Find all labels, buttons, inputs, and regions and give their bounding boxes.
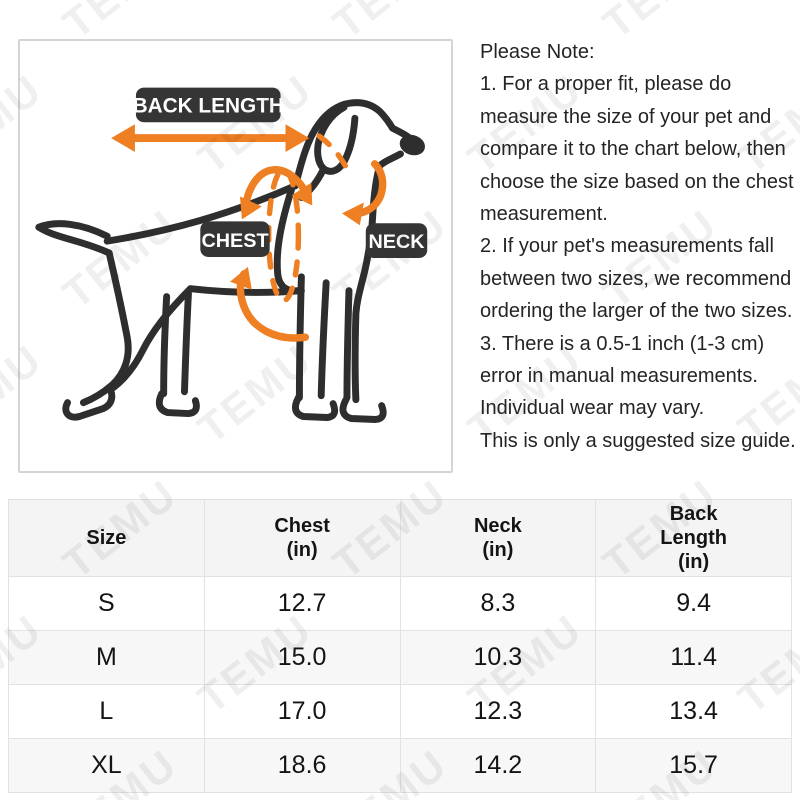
dog-head-top (291, 99, 412, 190)
note-line: ordering the larger of the two sizes. (480, 300, 793, 323)
cell-size: L (8, 684, 205, 739)
arrowhead-left-icon (111, 124, 135, 152)
note-line: error in manual measurements. (480, 365, 758, 388)
cell-back-length: 13.4 (595, 684, 792, 739)
chest-label: CHEST (201, 230, 268, 252)
cell-neck: 12.3 (399, 684, 597, 739)
cell-neck: 10.3 (399, 630, 597, 685)
note-title: Please Note: (480, 41, 595, 63)
note-line: Individual wear may vary. (480, 397, 705, 420)
arrowhead-chest-bottom-icon (230, 266, 252, 290)
measurement-diagram-panel: BACK LENGTH CHEST NECK (18, 39, 453, 473)
dog-front-paw (291, 394, 339, 421)
note-line: 1. For a proper fit, please do (480, 73, 732, 96)
arrowhead-neck-icon (342, 202, 364, 226)
arrowhead-chest-right-icon (291, 182, 313, 206)
cell-chest: 17.0 (203, 684, 401, 739)
column-header-chest: Chest (in) (203, 499, 401, 577)
column-header-back-length: Back Length (in) (595, 499, 792, 577)
table-row: L 17.0 12.3 13.4 (8, 684, 792, 739)
dog-nose (399, 134, 425, 156)
note-line: This is only a suggested size guide. (480, 429, 796, 452)
diagram-labels: BACK LENGTH CHEST NECK (133, 87, 428, 258)
neck-label: NECK (368, 231, 425, 253)
table-header-row: Size Chest (in) Neck (in) Back Length (i… (8, 499, 792, 577)
cell-back-length: 11.4 (595, 630, 792, 685)
column-header-size: Size (8, 499, 205, 577)
size-chart-table: Size Chest (in) Neck (in) Back Length (i… (8, 499, 792, 793)
dog-rear-paw-far (155, 390, 200, 418)
arrowhead-right-icon (285, 124, 310, 152)
note-line: 2. If your pet's measurements fall (480, 235, 774, 258)
note-line: 3. There is a 0.5-1 inch (1-3 cm) (480, 332, 765, 355)
cell-size: S (8, 576, 205, 631)
cell-back-length: 9.4 (595, 576, 792, 631)
dog-tail (35, 220, 113, 257)
back-length-label: BACK LENGTH (133, 94, 284, 117)
cell-neck: 8.3 (399, 576, 597, 631)
note-block: Please Note: 1. For a proper fit, please… (480, 36, 800, 457)
neck-label-bg (365, 223, 428, 258)
arrowhead-chest-left-icon (239, 196, 262, 220)
note-line: compare it to the chart below, then (480, 138, 786, 161)
cell-size: M (8, 630, 205, 685)
arrowheads (111, 124, 364, 290)
table-row: XL 18.6 14.2 15.7 (8, 738, 792, 793)
chest-arc-top (241, 166, 312, 216)
dog-rear-leg (109, 285, 194, 392)
note-line: choose the size based on the chest (480, 170, 794, 193)
dog-outline (35, 99, 412, 423)
dog-measurement-illustration: BACK LENGTH CHEST NECK (35, 87, 428, 423)
cell-back-length: 15.7 (595, 738, 792, 793)
dog-throat-chest (351, 150, 404, 404)
dog-rear-paw (62, 384, 116, 421)
table-row: S 12.7 8.3 9.4 (8, 576, 792, 631)
note-line: measure the size of your pet and (480, 105, 772, 128)
column-header-neck: Neck (in) (399, 499, 597, 577)
chest-label-bg (200, 221, 270, 257)
dog-back (103, 182, 299, 245)
dog-rear-leg (79, 249, 132, 407)
cell-neck: 14.2 (399, 738, 597, 793)
dog-rear-leg-far (181, 290, 192, 396)
dog-front-leg-far (343, 287, 353, 402)
table-row: M 15.0 10.3 11.4 (8, 630, 792, 685)
cell-size: XL (8, 738, 205, 793)
note-line: measurement. (480, 203, 608, 226)
neck-arc (355, 160, 387, 218)
dog-front-leg (317, 279, 330, 400)
note-line: between two sizes, we recommend (480, 267, 792, 290)
dog-front-paw-far (339, 396, 387, 423)
cell-chest: 15.0 (203, 630, 401, 685)
dog-rear-leg-far (160, 293, 171, 398)
cell-chest: 18.6 (203, 738, 401, 793)
neck-dashed-arc (316, 133, 354, 181)
dog-belly (186, 285, 305, 296)
back-length-label-bg (135, 87, 281, 123)
cell-chest: 12.7 (203, 576, 401, 631)
